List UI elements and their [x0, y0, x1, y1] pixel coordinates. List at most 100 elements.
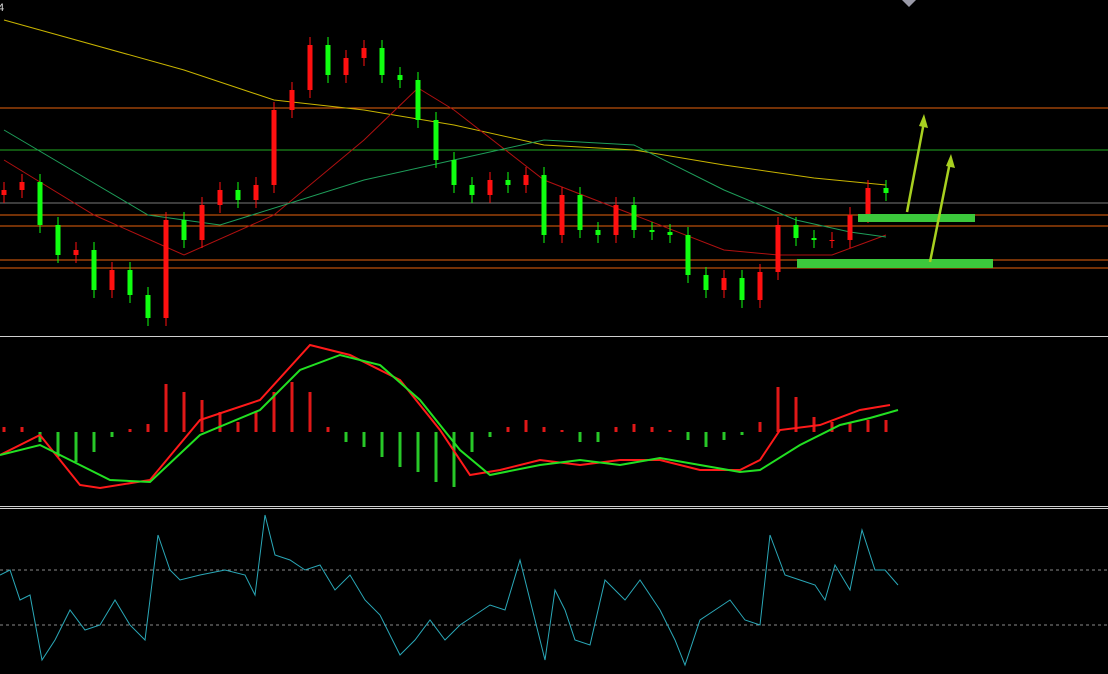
histogram-bar	[38, 432, 42, 442]
annotations	[797, 114, 993, 268]
histogram-bar	[146, 424, 150, 432]
histogram-bar	[218, 412, 222, 432]
candle-body	[487, 180, 493, 195]
candle-body	[703, 275, 709, 290]
histogram-bar	[578, 432, 582, 442]
histogram-bar	[848, 422, 852, 432]
histogram-bar	[380, 432, 384, 457]
histogram-bar	[434, 432, 438, 482]
candle-body	[235, 190, 241, 200]
histogram-bar	[884, 420, 888, 432]
histogram-bar	[524, 420, 528, 432]
candle-body	[685, 235, 691, 275]
zone-bar	[797, 259, 993, 268]
candle-body	[379, 48, 385, 75]
histogram-bar	[182, 392, 186, 432]
candle-body	[37, 182, 43, 225]
histogram-bar	[614, 427, 618, 432]
histogram-bar	[398, 432, 402, 467]
histogram-bar	[488, 432, 492, 437]
candle-body	[289, 90, 295, 110]
histogram-bar	[326, 427, 330, 432]
histogram-bar	[362, 432, 366, 447]
histogram-bar	[416, 432, 420, 472]
candle-body	[595, 230, 601, 235]
candle-body	[793, 225, 799, 238]
marks	[0, 19, 1108, 667]
histogram-bar	[200, 400, 204, 432]
candle-body	[667, 232, 673, 235]
histogram-bar	[308, 392, 312, 432]
histogram-bar	[56, 432, 60, 457]
candle-body	[559, 195, 565, 235]
candle-body	[73, 250, 79, 255]
candle-body	[307, 45, 313, 90]
candle-body	[253, 185, 259, 200]
symbol-label: 4	[0, 2, 4, 14]
candle-body	[469, 185, 475, 195]
histogram-bar	[2, 427, 6, 432]
candle-body	[145, 295, 151, 318]
candle-body	[343, 58, 349, 75]
histogram-bar	[290, 382, 294, 432]
candle-body	[271, 110, 277, 185]
arrow-head	[919, 114, 928, 128]
candle-body	[397, 75, 403, 80]
histogram-bar	[254, 412, 258, 432]
histogram-bar	[866, 420, 870, 432]
candle-body	[1, 190, 7, 195]
candle-body	[811, 238, 817, 240]
histogram-bar	[128, 429, 132, 432]
candle-body	[415, 80, 421, 120]
histogram-bar	[596, 432, 600, 442]
candle-body	[757, 272, 763, 300]
candle-body	[883, 188, 889, 193]
candle-body	[829, 240, 835, 241]
candle-body	[541, 175, 547, 235]
candle-body	[199, 205, 205, 240]
candle-body	[847, 215, 853, 240]
histogram-bar	[560, 430, 564, 432]
histogram-bar	[632, 424, 636, 432]
candle-body	[577, 195, 583, 230]
candle-body	[451, 160, 457, 185]
histogram-bar	[470, 432, 474, 452]
indicator-line	[0, 353, 899, 484]
scroll-marker	[902, 0, 916, 7]
candle-body	[721, 278, 727, 290]
candle-body	[361, 48, 367, 58]
histogram-bar	[74, 432, 78, 462]
histogram-bar	[110, 432, 114, 437]
candle-body	[127, 270, 133, 295]
indicator-line	[0, 343, 891, 490]
candle-body	[217, 190, 223, 205]
histogram-bar	[92, 432, 96, 452]
histogram-bar	[830, 422, 834, 432]
histogram-bar	[236, 422, 240, 432]
candle-body	[181, 220, 187, 240]
candle-body	[55, 225, 61, 255]
histogram-bar	[542, 427, 546, 432]
indicator-line	[3, 129, 887, 238]
candle-body	[19, 182, 25, 190]
histogram-bar	[776, 387, 780, 432]
histogram-bar	[650, 427, 654, 432]
histogram-bar	[668, 430, 672, 432]
histogram-bar	[704, 432, 708, 447]
histogram-bar	[722, 432, 726, 440]
histogram-bar	[344, 432, 348, 442]
zone-bar	[858, 214, 975, 222]
candle-body	[433, 120, 439, 160]
histogram-bar	[272, 392, 276, 432]
arrow	[905, 121, 926, 213]
histogram-bar	[20, 427, 24, 432]
candle-body	[109, 270, 115, 290]
candle-body	[505, 180, 511, 185]
arrow	[928, 161, 952, 263]
candle-body	[631, 205, 637, 230]
histogram-bar	[740, 432, 744, 435]
histogram-bar	[758, 422, 762, 432]
histogram-bar	[164, 384, 168, 432]
histogram-bar	[506, 427, 510, 432]
